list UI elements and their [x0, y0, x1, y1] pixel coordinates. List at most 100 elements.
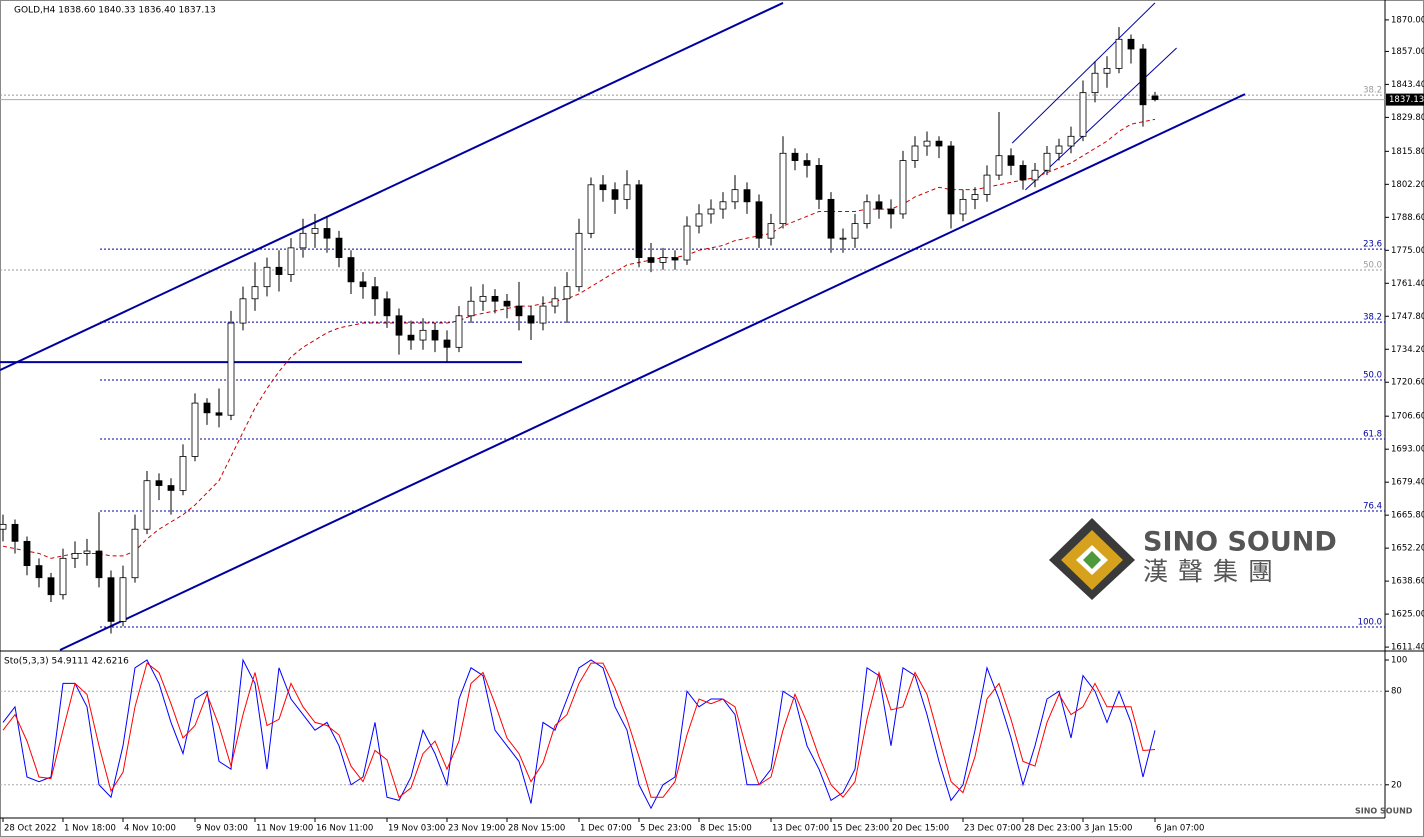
candle-body [1031, 169, 1039, 181]
candle-body [155, 480, 163, 486]
candle-body [995, 155, 1003, 176]
x-tick-label: 1 Dec 07:00 [580, 824, 632, 834]
x-tick-label: 4 Nov 10:00 [124, 824, 176, 834]
candle-body [935, 140, 943, 147]
y-tick-label: 1734.20 [1391, 345, 1424, 355]
x-tick-label: 20 Dec 15:00 [892, 824, 949, 834]
trendline [1011, 2, 1156, 144]
x-tick-label: 8 Dec 15:00 [700, 824, 752, 834]
stoch-tick-label: 20 [1391, 780, 1402, 790]
candle-body [455, 315, 463, 348]
y-tick-label: 1720.60 [1391, 378, 1424, 388]
candle-body [527, 315, 535, 324]
candle-body [1067, 135, 1075, 147]
fib-label: 50.0 [1363, 260, 1382, 270]
moving-average [2, 118, 1156, 559]
x-tick-label: 28 Nov 15:00 [508, 824, 565, 834]
candle-body [479, 295, 487, 302]
candle-body [287, 247, 295, 275]
candle-body [227, 322, 235, 416]
y-tick-label: 1706.60 [1391, 412, 1424, 422]
candle-body [695, 213, 703, 227]
candle-body [875, 201, 883, 210]
candle-body [0, 523, 7, 530]
current-price-label: 1837.13 [1389, 95, 1424, 105]
y-tick-label: 1761.40 [1391, 279, 1424, 289]
candle-body [683, 225, 691, 261]
candle-body [599, 184, 607, 191]
candle-body [959, 198, 967, 215]
y-tick-label: 1611.40 [1391, 643, 1424, 653]
x-tick-label: 13 Dec 07:00 [772, 824, 829, 834]
candle-body [419, 329, 427, 341]
candle-body [1115, 38, 1123, 69]
candle-body [947, 145, 955, 215]
x-tick-label: 6 Jan 07:00 [1156, 824, 1204, 834]
candle-body [503, 300, 511, 307]
candle-body [563, 286, 571, 300]
candle-body [647, 257, 655, 263]
candle-body [659, 257, 667, 263]
x-tick-label: 3 Jan 15:00 [1084, 824, 1132, 834]
chart-header: GOLD,H4 1838.60 1840.33 1836.40 1837.13 [14, 6, 216, 16]
candle-body [59, 557, 67, 596]
candle-body [671, 257, 679, 261]
y-tick-label: 1870.00 [1391, 15, 1424, 25]
candle-body [263, 266, 271, 288]
candle-body [311, 228, 319, 234]
candle-body [443, 339, 451, 348]
candle-body [71, 553, 79, 559]
y-tick-label: 1693.00 [1391, 445, 1424, 455]
candle-body [1127, 38, 1135, 50]
stoch-tick-label: 100 [1391, 656, 1407, 666]
fib-label: 38.2 [1363, 313, 1382, 323]
candle-body [1043, 152, 1051, 171]
current-price-box [1386, 93, 1424, 106]
x-tick-label: 19 Nov 03:00 [388, 824, 445, 834]
y-tick-label: 1638.60 [1391, 577, 1424, 587]
y-tick-label: 1788.60 [1391, 213, 1424, 223]
candle-body [983, 174, 991, 195]
candle-body [167, 485, 175, 491]
candle-body [1055, 145, 1063, 154]
candle-body [335, 237, 343, 258]
candle-body [611, 189, 619, 200]
stoch-line [2, 658, 1156, 810]
y-tick-label: 1747.80 [1391, 312, 1424, 322]
stoch-tick-label: 80 [1391, 687, 1402, 697]
x-tick-label: 5 Dec 23:00 [640, 824, 692, 834]
candle-body [971, 194, 979, 200]
candle-body [1007, 155, 1015, 166]
y-tick-label: 1829.80 [1391, 113, 1424, 123]
candle-body [467, 300, 475, 317]
candle-body [815, 165, 823, 200]
candle-body [911, 145, 919, 161]
candle-body [347, 257, 355, 283]
x-tick-label: 9 Nov 03:00 [196, 824, 248, 834]
candle-body [803, 160, 811, 166]
candle-body [359, 281, 367, 288]
candle-body [407, 334, 415, 341]
y-tick-label: 1843.40 [1391, 80, 1424, 90]
candle-body [779, 152, 787, 225]
candle-body [323, 228, 331, 239]
candle-body [23, 540, 31, 566]
candle-body [371, 286, 379, 300]
candle-body [635, 184, 643, 258]
candle-body [743, 189, 751, 203]
candle-body [35, 565, 43, 579]
candle-body [395, 315, 403, 336]
candle-body [791, 152, 799, 161]
candle-body [1151, 95, 1159, 101]
fib-label: 23.6 [1363, 240, 1382, 250]
candle-body [143, 480, 151, 530]
candle-body [47, 577, 55, 596]
candle-body [719, 201, 727, 210]
candle-body [1103, 67, 1111, 74]
candle-body [383, 298, 391, 317]
candle-body [83, 550, 91, 554]
candle-body [731, 189, 739, 203]
x-tick-label: 23 Dec 07:00 [964, 824, 1021, 834]
candle-body [275, 266, 283, 275]
